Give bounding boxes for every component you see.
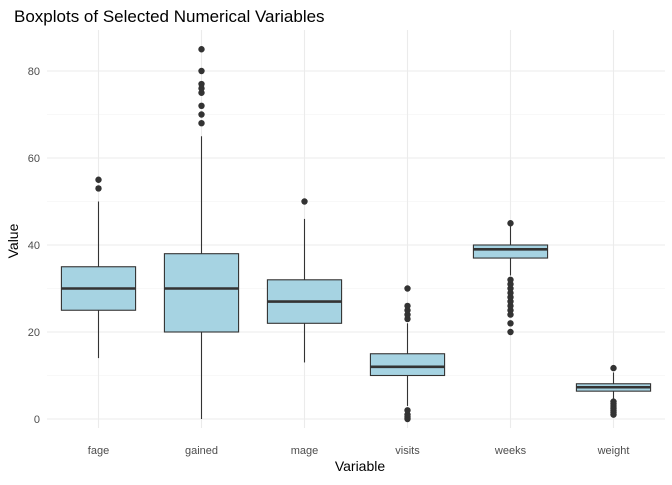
x-tick-label: weeks [494, 445, 527, 457]
outlier-point [198, 80, 205, 88]
x-tick-label: weight [597, 445, 630, 457]
y-tick-label: 20 [28, 327, 40, 339]
box-gained [163, 46, 240, 419]
box-weight [575, 364, 652, 418]
outlier-point [198, 102, 205, 110]
box-mage [266, 198, 343, 363]
outlier-point [507, 328, 514, 336]
x-tick-label: visits [395, 445, 420, 457]
outlier-point [610, 398, 617, 405]
outlier-point [507, 220, 514, 227]
outlier-point [404, 407, 411, 414]
box-rect [369, 353, 446, 377]
outlier-point [301, 198, 308, 205]
x-tick-label: fage [88, 445, 109, 457]
outlier-point [198, 46, 205, 53]
box-weeks [472, 220, 549, 336]
y-tick-label: 40 [28, 240, 40, 252]
outlier-point [198, 120, 205, 127]
outlier-point [198, 67, 205, 75]
y-tick-label: 60 [28, 153, 40, 165]
outlier-point [507, 276, 514, 283]
box-visits [369, 285, 446, 423]
y-axis-title: Value [5, 223, 21, 258]
box-rect [472, 244, 549, 259]
outlier-point [198, 111, 205, 118]
x-tick-label: gained [185, 445, 218, 457]
x-tick-label: mage [291, 445, 319, 457]
x-axis-title: Variable [335, 458, 386, 474]
tick-layer: 0 20 40 60 80 fage gained mage visits weeks weight [28, 66, 630, 457]
grid-layer [47, 30, 665, 428]
box-layer [60, 46, 652, 423]
y-tick-label: 80 [28, 66, 40, 78]
outlier-point [507, 320, 514, 327]
outlier-point [610, 364, 617, 372]
chart-title: Boxplots of Selected Numerical Variables [14, 7, 325, 26]
box-rect [163, 253, 240, 333]
outlier-point [404, 285, 411, 292]
outlier-point [95, 185, 102, 192]
box-fage [60, 176, 137, 359]
y-tick-label: 0 [34, 414, 40, 426]
outlier-point [95, 176, 102, 183]
outlier-point [404, 302, 411, 310]
